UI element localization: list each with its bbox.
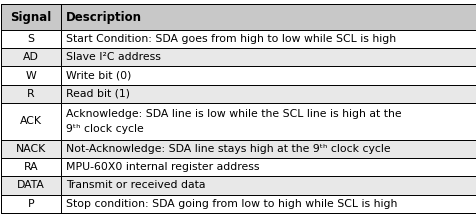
Bar [60, 103, 475, 140]
Bar [1, 140, 60, 158]
Bar [1, 4, 60, 30]
Bar [60, 66, 475, 85]
Bar [1, 66, 60, 85]
Text: Write bit (0): Write bit (0) [65, 71, 131, 81]
Text: 9ᵗʰ clock cycle: 9ᵗʰ clock cycle [65, 124, 143, 134]
Text: Description: Description [65, 11, 141, 24]
Text: Transmit or received data: Transmit or received data [65, 180, 205, 190]
Text: P: P [28, 199, 34, 209]
Bar [1, 48, 60, 66]
Bar [60, 158, 475, 176]
Bar [1, 158, 60, 176]
Text: Start Condition: SDA goes from high to low while SCL is high: Start Condition: SDA goes from high to l… [65, 34, 395, 44]
Bar [1, 195, 60, 213]
Text: Signal: Signal [10, 11, 51, 24]
Bar [60, 176, 475, 195]
Bar [60, 140, 475, 158]
Text: Slave I²C address: Slave I²C address [65, 52, 160, 62]
Bar [1, 103, 60, 140]
Text: S: S [27, 34, 34, 44]
Bar [60, 85, 475, 103]
Text: MPU-60X0 internal register address: MPU-60X0 internal register address [65, 162, 258, 172]
Bar [1, 85, 60, 103]
Bar [60, 48, 475, 66]
Text: W: W [25, 71, 36, 81]
Bar [1, 30, 60, 48]
Bar [1, 176, 60, 195]
Text: Acknowledge: SDA line is low while the SCL line is high at the: Acknowledge: SDA line is low while the S… [65, 109, 400, 119]
Bar [60, 30, 475, 48]
Text: NACK: NACK [16, 144, 46, 154]
Text: AD: AD [23, 52, 39, 62]
Bar [60, 195, 475, 213]
Text: Stop condition: SDA going from low to high while SCL is high: Stop condition: SDA going from low to hi… [65, 199, 396, 209]
Bar [60, 4, 475, 30]
Text: Not-Acknowledge: SDA line stays high at the 9ᵗʰ clock cycle: Not-Acknowledge: SDA line stays high at … [65, 144, 389, 154]
Text: DATA: DATA [17, 180, 45, 190]
Text: R: R [27, 89, 35, 99]
Text: RA: RA [23, 162, 38, 172]
Text: Read bit (1): Read bit (1) [65, 89, 129, 99]
Text: ACK: ACK [20, 116, 42, 126]
